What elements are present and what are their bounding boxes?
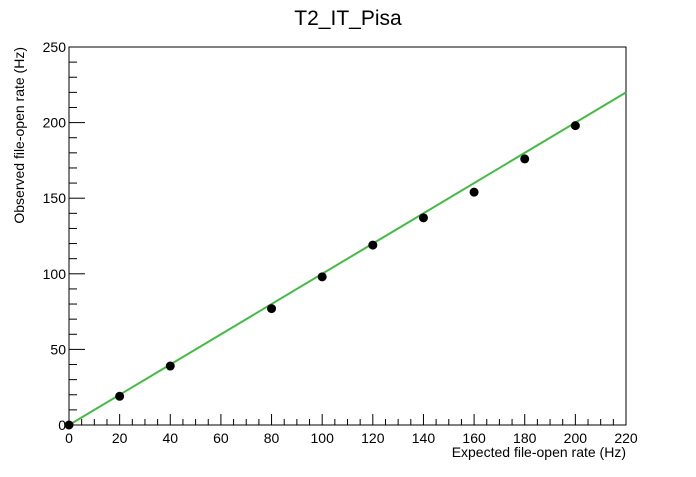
data-point — [570, 121, 580, 131]
data-point — [115, 391, 125, 401]
y-tick-label: 0 — [58, 417, 66, 433]
data-point — [520, 154, 530, 164]
data-point — [368, 240, 378, 250]
x-tick-label: 20 — [112, 430, 128, 446]
x-tick-label: 100 — [311, 430, 335, 446]
x-axis — [68, 414, 627, 425]
x-tick-label: 0 — [65, 430, 73, 446]
x-tick-label: 40 — [162, 430, 178, 446]
y-axis — [69, 46, 85, 426]
y-tick-labels: 0 50 100 150 200 250 — [43, 39, 67, 433]
x-axis-label: Expected file-open rate (Hz) — [452, 444, 626, 460]
x-tick-label: 180 — [513, 430, 537, 446]
x-tick-label: 200 — [564, 430, 588, 446]
y-tick-label: 100 — [43, 266, 67, 282]
data-point — [64, 420, 74, 430]
x-tick-label: 140 — [412, 430, 436, 446]
x-tick-label: 80 — [264, 430, 280, 446]
plot-frame — [68, 46, 627, 426]
data-points — [64, 121, 580, 430]
data-point — [418, 213, 428, 223]
data-point — [317, 272, 327, 282]
fit-lines — [68, 91, 627, 426]
data-point — [267, 304, 277, 314]
data-point — [469, 187, 479, 197]
x-tick-label: 60 — [213, 430, 229, 446]
x-tick-label: 160 — [462, 430, 486, 446]
fit-line — [68, 91, 627, 426]
x-tick-label: 120 — [361, 430, 385, 446]
y-tick-label: 250 — [43, 39, 67, 55]
chart-title: T2_IT_Pisa — [294, 7, 402, 30]
data-point — [165, 361, 175, 371]
y-axis-label: Observed file-open rate (Hz) — [11, 47, 27, 224]
y-tick-label: 50 — [50, 341, 66, 357]
y-tick-label: 200 — [43, 115, 67, 131]
x-tick-labels: 0 20 40 60 80 100 120 140 160 180 200 220 — [65, 430, 638, 446]
y-tick-label: 150 — [43, 190, 67, 206]
x-tick-label: 220 — [614, 430, 638, 446]
